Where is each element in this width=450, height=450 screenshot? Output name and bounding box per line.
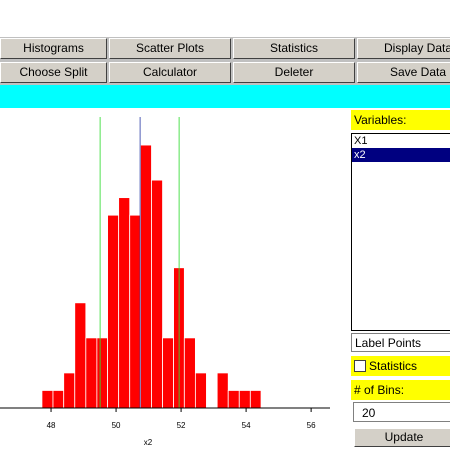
bar [216,372,229,409]
x-tick-label: 54 [242,421,251,430]
toolbar-button[interactable]: Statistics [233,38,355,59]
x-tick-label: 48 [47,421,56,430]
list-item[interactable]: x2 [352,148,450,162]
checkbox[interactable] [354,360,366,372]
bar [63,372,76,409]
dropdown[interactable]: Label Points [351,333,450,352]
x-axis-label: x2 [144,438,153,447]
x-tick-label: 52 [177,421,186,430]
x-tick-label: 50 [112,421,121,430]
bar [238,390,251,409]
list-item[interactable]: X1 [352,134,450,148]
toolbar-button[interactable]: Deleter [233,62,355,83]
toolbar-button[interactable]: Save Data [357,62,450,83]
bar [52,390,65,409]
variable-list[interactable]: X1 x2 [351,133,450,331]
bar [41,390,54,409]
bar [194,372,207,409]
variables-label: Variables: [351,110,450,130]
status-bar [0,85,450,108]
checkbox-label[interactable]: Statistics [351,356,450,376]
toolbar-button[interactable]: Calculator [109,62,231,83]
toolbar-button[interactable]: Display Data [357,38,450,59]
bar [129,214,141,409]
bar [183,337,196,409]
histogram: x2 48 50 52 54 56 [0,117,330,447]
bar [74,302,87,409]
bar [249,390,262,409]
bar [151,179,163,409]
bar [162,337,175,409]
bins-input[interactable]: 20 [353,402,450,422]
x-tick-label: 56 [307,421,316,430]
toolbar-button[interactable]: Histograms [0,38,107,59]
bar [140,144,152,409]
bar [96,337,109,409]
toolbar-button[interactable]: Scatter Plots [109,38,231,59]
bar [107,214,120,409]
update-button[interactable]: Update [354,428,450,447]
bar [85,337,98,409]
bar [227,390,240,409]
toolbar-button[interactable]: Choose Split [0,62,107,83]
bins-label: # of Bins: [351,380,450,400]
bar [118,197,131,409]
